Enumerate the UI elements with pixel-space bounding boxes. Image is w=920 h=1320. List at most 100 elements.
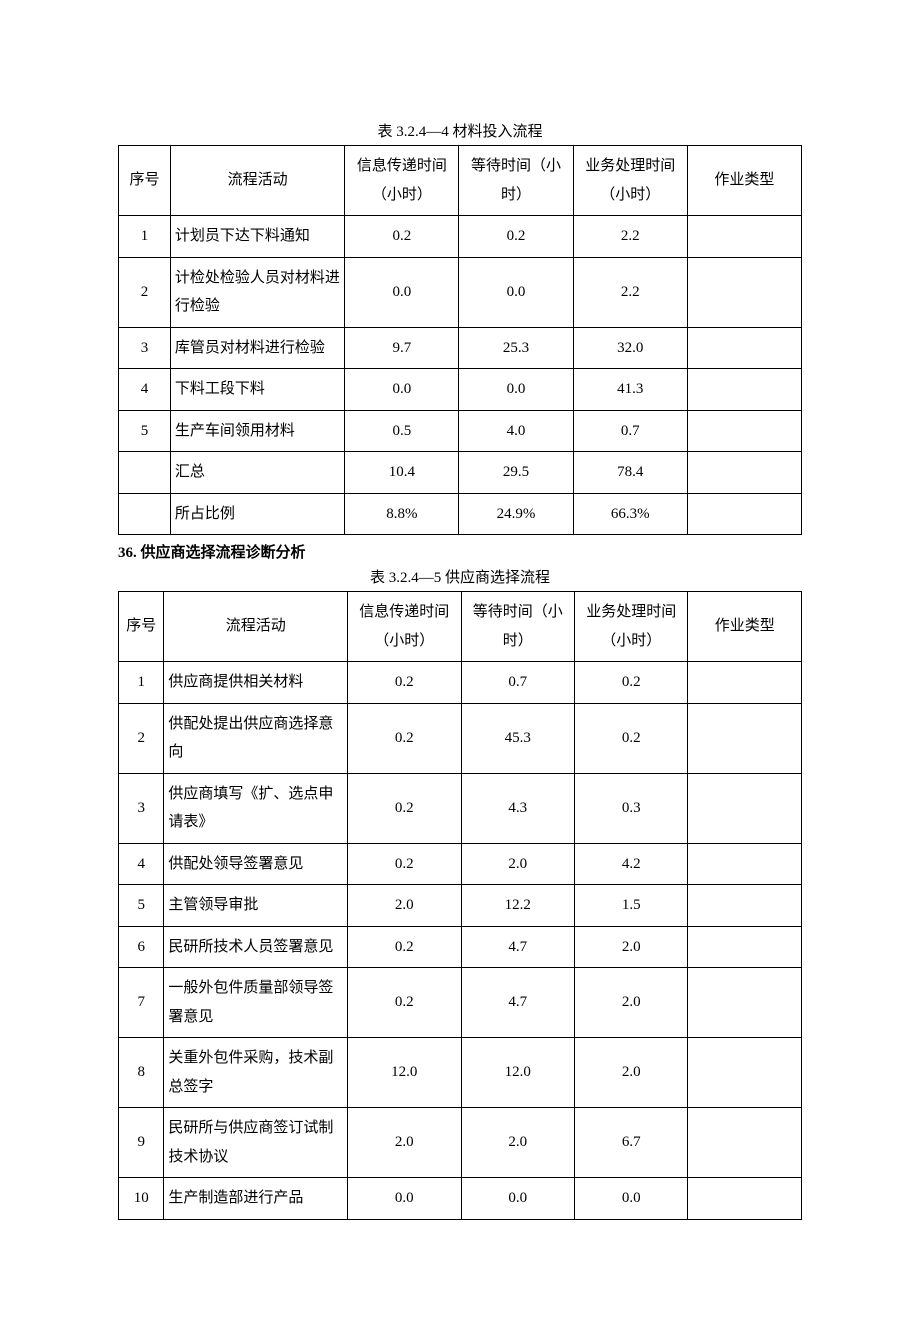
cell-type <box>688 773 802 843</box>
table1-caption: 表 3.2.4—4 材料投入流程 <box>118 120 802 141</box>
table-ratio-row: 所占比例 8.8% 24.9% 66.3% <box>119 493 802 535</box>
table-row: 10 生产制造部进行产品 0.0 0.0 0.0 <box>119 1178 802 1220</box>
cell-seq: 4 <box>119 369 171 411</box>
cell-wait: 2.0 <box>461 1108 574 1178</box>
section-heading: 36. 供应商选择流程诊断分析 <box>118 541 802 562</box>
cell-activity: 生产车间领用材料 <box>170 410 344 452</box>
cell-seq: 9 <box>119 1108 164 1178</box>
col-type-header: 作业类型 <box>687 146 801 216</box>
cell-info: 2.0 <box>348 885 461 927</box>
cell-proc: 0.3 <box>575 773 688 843</box>
cell-type <box>688 1178 802 1220</box>
table-row: 4 下料工段下料 0.0 0.0 41.3 <box>119 369 802 411</box>
cell-info: 10.4 <box>345 452 459 494</box>
cell-activity: 生产制造部进行产品 <box>164 1178 348 1220</box>
cell-activity: 所占比例 <box>170 493 344 535</box>
cell-activity: 汇总 <box>170 452 344 494</box>
cell-seq <box>119 493 171 535</box>
page: 表 3.2.4—4 材料投入流程 序号 流程活动 信息传递时间（小时） 等待时间… <box>0 0 920 1320</box>
cell-proc: 2.0 <box>575 1038 688 1108</box>
cell-activity: 供配处领导签署意见 <box>164 843 348 885</box>
cell-proc: 6.7 <box>575 1108 688 1178</box>
cell-type <box>687 257 801 327</box>
cell-wait: 0.2 <box>459 216 573 258</box>
cell-activity: 下料工段下料 <box>170 369 344 411</box>
cell-type <box>688 885 802 927</box>
table-row: 5 生产车间领用材料 0.5 4.0 0.7 <box>119 410 802 452</box>
cell-info: 9.7 <box>345 327 459 369</box>
cell-activity: 供应商提供相关材料 <box>164 662 348 704</box>
cell-info: 0.2 <box>345 216 459 258</box>
cell-activity: 民研所技术人员签署意见 <box>164 926 348 968</box>
col-wait-header: 等待时间（小时） <box>459 146 573 216</box>
cell-proc: 66.3% <box>573 493 687 535</box>
cell-wait: 0.0 <box>459 369 573 411</box>
table-row: 7 一般外包件质量部领导签署意见 0.2 4.7 2.0 <box>119 968 802 1038</box>
cell-type <box>687 216 801 258</box>
table-row: 3 库管员对材料进行检验 9.7 25.3 32.0 <box>119 327 802 369</box>
table-row: 2 计检处检验人员对材料进行检验 0.0 0.0 2.2 <box>119 257 802 327</box>
cell-proc: 32.0 <box>573 327 687 369</box>
table-header-row: 序号 流程活动 信息传递时间（小时） 等待时间（小时） 业务处理时间（小时） 作… <box>119 592 802 662</box>
cell-seq: 5 <box>119 410 171 452</box>
cell-wait: 24.9% <box>459 493 573 535</box>
table1-body: 1 计划员下达下料通知 0.2 0.2 2.2 2 计检处检验人员对材料进行检验… <box>119 216 802 535</box>
cell-type <box>688 968 802 1038</box>
cell-type <box>688 662 802 704</box>
cell-info: 0.2 <box>348 703 461 773</box>
cell-wait: 4.7 <box>461 968 574 1038</box>
col-seq-header: 序号 <box>119 146 171 216</box>
cell-type <box>687 410 801 452</box>
col-activity-header: 流程活动 <box>164 592 348 662</box>
cell-seq: 3 <box>119 773 164 843</box>
table-header-row: 序号 流程活动 信息传递时间（小时） 等待时间（小时） 业务处理时间（小时） 作… <box>119 146 802 216</box>
cell-proc: 0.0 <box>575 1178 688 1220</box>
cell-proc: 41.3 <box>573 369 687 411</box>
cell-type <box>688 1108 802 1178</box>
cell-proc: 2.2 <box>573 216 687 258</box>
cell-seq: 10 <box>119 1178 164 1220</box>
cell-proc: 0.7 <box>573 410 687 452</box>
col-seq-header: 序号 <box>119 592 164 662</box>
cell-type <box>687 452 801 494</box>
table-summary-row: 汇总 10.4 29.5 78.4 <box>119 452 802 494</box>
cell-wait: 4.7 <box>461 926 574 968</box>
table-row: 6 民研所技术人员签署意见 0.2 4.7 2.0 <box>119 926 802 968</box>
cell-wait: 4.0 <box>459 410 573 452</box>
cell-wait: 29.5 <box>459 452 573 494</box>
cell-info: 8.8% <box>345 493 459 535</box>
cell-type <box>687 327 801 369</box>
cell-info: 0.0 <box>348 1178 461 1220</box>
cell-seq: 1 <box>119 662 164 704</box>
cell-activity: 供配处提出供应商选择意向 <box>164 703 348 773</box>
cell-activity: 一般外包件质量部领导签署意见 <box>164 968 348 1038</box>
cell-activity: 计检处检验人员对材料进行检验 <box>170 257 344 327</box>
table-row: 1 供应商提供相关材料 0.2 0.7 0.2 <box>119 662 802 704</box>
cell-type <box>687 493 801 535</box>
cell-info: 0.2 <box>348 843 461 885</box>
cell-seq: 6 <box>119 926 164 968</box>
cell-info: 12.0 <box>348 1038 461 1108</box>
col-proc-header: 业务处理时间（小时） <box>573 146 687 216</box>
cell-activity: 民研所与供应商签订试制技术协议 <box>164 1108 348 1178</box>
cell-activity: 关重外包件采购，技术副总签字 <box>164 1038 348 1108</box>
table-row: 8 关重外包件采购，技术副总签字 12.0 12.0 2.0 <box>119 1038 802 1108</box>
table-row: 3 供应商填写《扩、选点申请表》 0.2 4.3 0.3 <box>119 773 802 843</box>
cell-proc: 0.2 <box>575 703 688 773</box>
cell-proc: 78.4 <box>573 452 687 494</box>
table-row: 5 主管领导审批 2.0 12.2 1.5 <box>119 885 802 927</box>
cell-proc: 4.2 <box>575 843 688 885</box>
cell-seq: 1 <box>119 216 171 258</box>
table-row: 1 计划员下达下料通知 0.2 0.2 2.2 <box>119 216 802 258</box>
table-row: 4 供配处领导签署意见 0.2 2.0 4.2 <box>119 843 802 885</box>
cell-proc: 1.5 <box>575 885 688 927</box>
cell-proc: 2.2 <box>573 257 687 327</box>
cell-info: 0.2 <box>348 662 461 704</box>
table1-header: 序号 流程活动 信息传递时间（小时） 等待时间（小时） 业务处理时间（小时） 作… <box>119 146 802 216</box>
cell-proc: 2.0 <box>575 926 688 968</box>
col-info-header: 信息传递时间（小时） <box>348 592 461 662</box>
col-type-header: 作业类型 <box>688 592 802 662</box>
cell-info: 0.2 <box>348 926 461 968</box>
cell-type <box>688 926 802 968</box>
cell-info: 0.2 <box>348 773 461 843</box>
